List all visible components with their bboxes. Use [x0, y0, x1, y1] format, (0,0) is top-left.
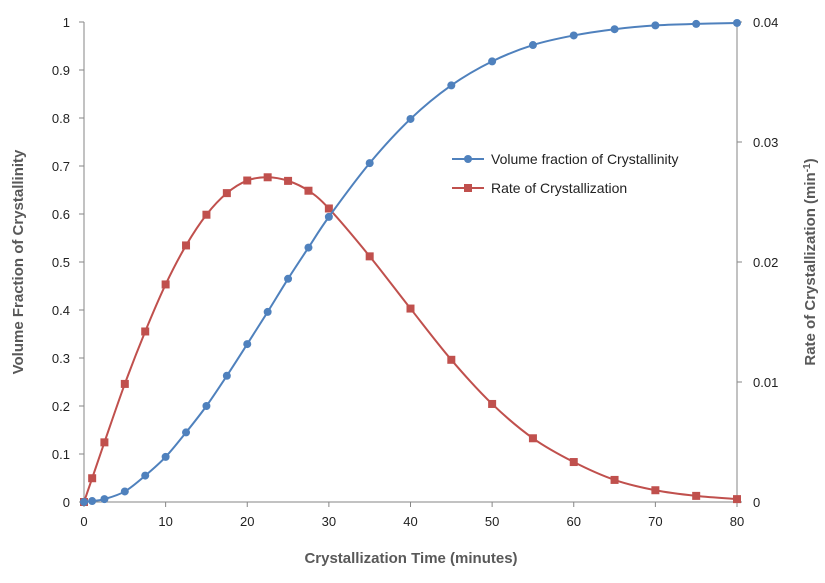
series-line-crystallinity — [83, 21, 738, 503]
data-point-rate — [304, 186, 313, 195]
data-point-rate — [324, 204, 333, 213]
y-left-tick-label: 0.8 — [52, 111, 70, 126]
data-point-crystallinity — [406, 114, 415, 123]
data-point-crystallinity — [365, 159, 374, 168]
data-point-crystallinity — [100, 495, 109, 504]
data-point-crystallinity — [120, 487, 129, 496]
y-left-tick-label: 0.1 — [52, 447, 70, 462]
y-left-tick-label: 0.3 — [52, 351, 70, 366]
series-layer — [80, 18, 741, 506]
data-point-rate — [651, 486, 660, 495]
y-right-tick-label: 0.03 — [753, 135, 778, 150]
data-point-rate — [100, 438, 109, 447]
data-point-rate — [141, 327, 150, 336]
data-point-crystallinity — [243, 340, 252, 349]
legend-label-rate: Rate of Crystallization — [491, 180, 627, 196]
y-left-tick-label: 0.4 — [52, 303, 70, 318]
data-point-rate — [488, 399, 497, 408]
x-tick-label: 20 — [240, 514, 254, 529]
data-point-crystallinity — [447, 81, 456, 90]
data-point-crystallinity — [141, 471, 150, 480]
tick-labels: 0 10 20 30 40 50 60 70 8000.10.20.30.40.50.60.70… — [52, 15, 778, 529]
data-point-rate — [406, 304, 415, 313]
data-point-rate — [569, 458, 578, 467]
data-point-rate — [263, 173, 272, 182]
data-point-crystallinity — [569, 31, 578, 40]
data-point-rate — [365, 252, 374, 261]
y-right-tick-label: 0 — [753, 495, 760, 510]
y-right-tick-label: 0.02 — [753, 255, 778, 270]
data-point-rate — [692, 491, 701, 500]
data-point-crystallinity — [182, 428, 191, 437]
data-point-crystallinity — [202, 402, 211, 410]
y-axis-right-title-superscript: -1 — [802, 163, 813, 172]
y-left-tick-label: 0 — [63, 495, 70, 510]
data-point-crystallinity — [222, 371, 231, 380]
legend-marker-crystallinity — [464, 155, 472, 163]
axes-layer — [79, 21, 742, 507]
data-point-crystallinity — [324, 212, 333, 221]
data-point-rate — [284, 176, 293, 185]
data-point-crystallinity — [692, 19, 701, 28]
y-right-tick-label: 0.01 — [753, 375, 778, 390]
y-axis-left-title: Volume Fraction of Crystallinity — [10, 149, 27, 374]
data-point-crystallinity — [304, 243, 313, 252]
legend-label-crystallinity: Volume fraction of Crystallinity — [491, 151, 679, 167]
data-point-rate — [528, 434, 537, 443]
data-point-rate — [222, 189, 231, 198]
x-tick-label: 50 — [485, 514, 499, 529]
y-left-tick-label: 0.9 — [52, 63, 70, 78]
data-point-rate — [161, 280, 170, 289]
series-line-rate — [83, 176, 738, 503]
x-tick-label: 10 — [158, 514, 172, 529]
y-axis-right-title-end: ) — [802, 158, 819, 163]
data-point-crystallinity — [263, 307, 272, 316]
data-point-crystallinity — [80, 498, 88, 506]
data-point-rate — [182, 241, 191, 250]
y-axis-right-title: Rate of Crystallization (min-1) — [802, 158, 820, 365]
x-tick-label: 40 — [403, 514, 417, 529]
data-point-crystallinity — [88, 497, 97, 506]
x-axis-title: Crystallization Time (minutes) — [304, 550, 517, 567]
y-left-tick-label: 0.7 — [52, 159, 70, 174]
x-tick-label: 60 — [567, 514, 581, 529]
data-point-rate — [733, 495, 741, 504]
legend: Volume fraction of Crystallinity Rate of … — [452, 151, 679, 196]
y-left-tick-label: 0.6 — [52, 207, 70, 222]
y-right-tick-label: 0.04 — [753, 15, 778, 30]
data-point-crystallinity — [284, 274, 293, 283]
data-point-rate — [88, 474, 97, 483]
x-tick-label: 80 — [730, 514, 744, 529]
data-point-rate — [202, 210, 211, 219]
legend-marker-rate — [464, 184, 472, 192]
data-point-rate — [447, 355, 456, 364]
data-point-rate — [610, 475, 619, 484]
y-left-tick-label: 1 — [63, 15, 70, 30]
data-point-crystallinity — [610, 25, 619, 34]
x-tick-label: 30 — [322, 514, 336, 529]
x-tick-label: 0 — [80, 514, 87, 529]
data-point-crystallinity — [528, 41, 537, 50]
data-point-crystallinity — [651, 21, 660, 30]
data-point-crystallinity — [488, 57, 497, 66]
y-axis-right-title-main: Rate of Crystallization (min — [802, 172, 819, 365]
y-left-tick-label: 0.5 — [52, 255, 70, 270]
data-point-rate — [243, 176, 252, 185]
data-point-crystallinity — [733, 18, 741, 27]
data-point-rate — [120, 379, 129, 388]
data-point-crystallinity — [161, 452, 170, 461]
x-tick-label: 70 — [648, 514, 662, 529]
y-left-tick-label: 0.2 — [52, 399, 70, 414]
